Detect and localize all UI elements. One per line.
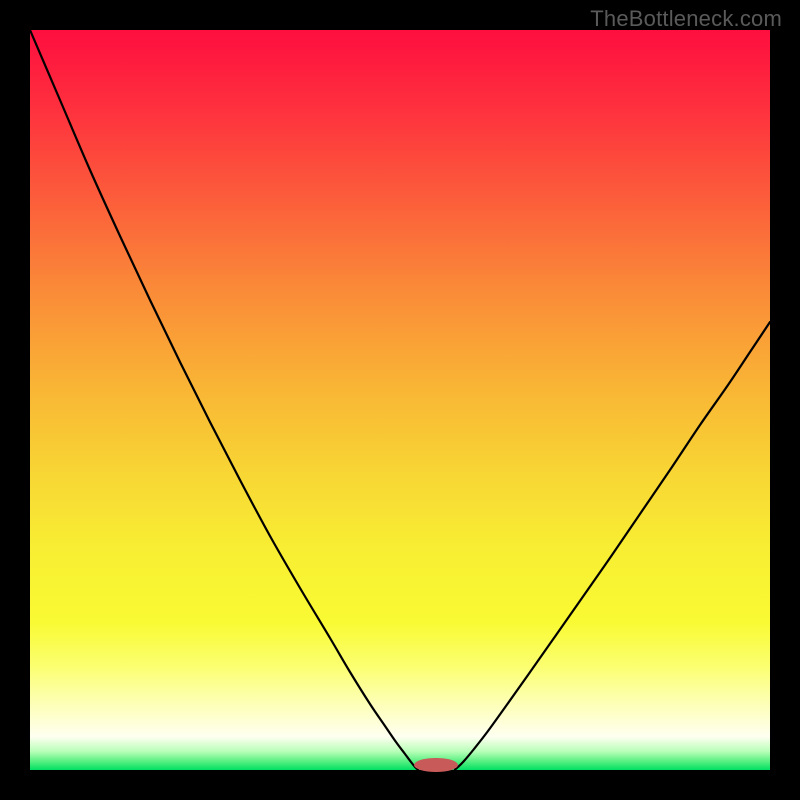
plot-area bbox=[30, 30, 770, 772]
chart-frame: TheBottleneck.com bbox=[0, 0, 800, 800]
bottleneck-marker bbox=[414, 758, 458, 772]
bottleneck-chart bbox=[0, 0, 800, 800]
plot-background bbox=[30, 30, 770, 770]
watermark-text: TheBottleneck.com bbox=[590, 6, 782, 32]
